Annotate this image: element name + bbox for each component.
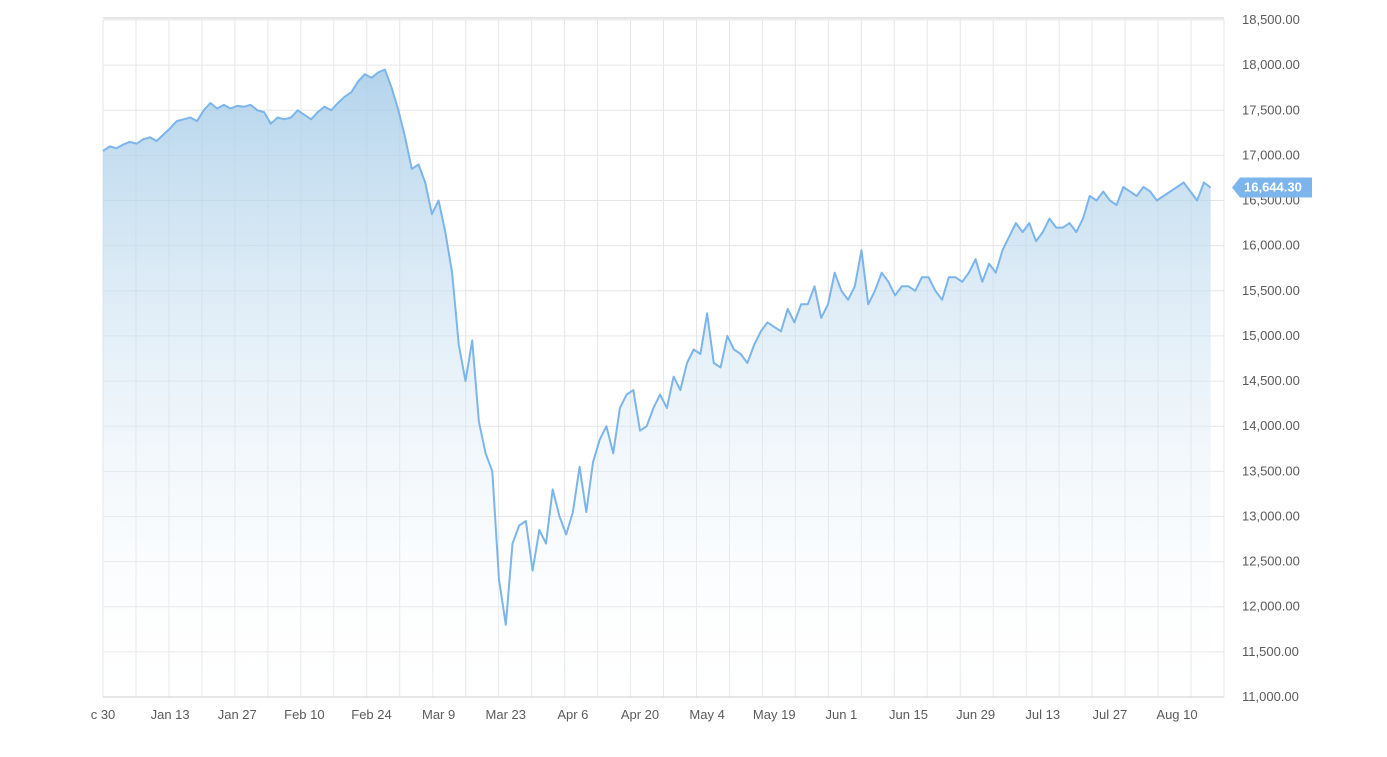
x-tick-label: Feb 10 bbox=[284, 707, 324, 722]
x-tick-label: Jun 1 bbox=[825, 707, 857, 722]
x-tick-label: c 30 bbox=[91, 707, 116, 722]
x-tick-label: Mar 23 bbox=[486, 707, 526, 722]
y-tick-label: 15,500.00 bbox=[1242, 283, 1300, 298]
y-tick-label: 18,500.00 bbox=[1242, 12, 1300, 27]
y-tick-label: 11,500.00 bbox=[1242, 644, 1299, 659]
y-tick-label: 14,500.00 bbox=[1242, 373, 1300, 388]
y-tick-label: 14,000.00 bbox=[1242, 418, 1300, 433]
x-tick-label: Apr 6 bbox=[557, 707, 588, 722]
x-tick-label: Jan 27 bbox=[218, 707, 257, 722]
x-tick-label: Apr 20 bbox=[621, 707, 659, 722]
y-tick-label: 17,500.00 bbox=[1242, 102, 1300, 117]
x-tick-label: Jun 29 bbox=[956, 707, 995, 722]
y-tick-label: 12,500.00 bbox=[1242, 554, 1300, 569]
x-tick-label: Feb 24 bbox=[351, 707, 391, 722]
y-tick-label: 18,000.00 bbox=[1242, 57, 1300, 72]
x-tick-label: Jul 13 bbox=[1025, 707, 1060, 722]
last-value-label: 16,644.30 bbox=[1244, 180, 1302, 195]
y-tick-label: 13,000.00 bbox=[1242, 508, 1300, 523]
x-tick-label: Jun 15 bbox=[889, 707, 928, 722]
y-tick-label: 12,000.00 bbox=[1242, 599, 1300, 614]
y-tick-label: 15,000.00 bbox=[1242, 328, 1300, 343]
y-tick-label: 16,000.00 bbox=[1242, 238, 1300, 253]
y-tick-label: 11,000.00 bbox=[1242, 689, 1299, 704]
x-tick-label: May 4 bbox=[689, 707, 724, 722]
chart-svg: 11,000.00 11,500.00 12,000.00 12,500.00 13,0… bbox=[0, 0, 1387, 757]
y-tick-label: 13,500.00 bbox=[1242, 463, 1300, 478]
y-tick-label: 17,000.00 bbox=[1242, 147, 1300, 162]
stock-area-chart: 11,000.00 11,500.00 12,000.00 12,500.00 13,0… bbox=[0, 0, 1387, 757]
x-tick-label: Jan 13 bbox=[151, 707, 190, 722]
x-tick-label: Aug 10 bbox=[1156, 707, 1197, 722]
x-tick-label: Jul 27 bbox=[1093, 707, 1128, 722]
x-tick-label: May 19 bbox=[753, 707, 796, 722]
x-tick-label: Mar 9 bbox=[422, 707, 455, 722]
